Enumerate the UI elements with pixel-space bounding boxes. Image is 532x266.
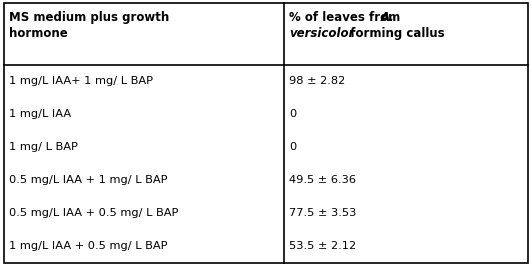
Text: 98 ± 2.82: 98 ± 2.82 [289,76,346,86]
Text: 1 mg/L IAA: 1 mg/L IAA [9,109,71,119]
Text: A.: A. [380,11,394,24]
Text: 0.5 mg/L IAA + 0.5 mg/ L BAP: 0.5 mg/L IAA + 0.5 mg/ L BAP [9,208,178,218]
Text: forming callus: forming callus [342,27,445,40]
Text: 0: 0 [289,142,297,152]
Text: 0: 0 [289,109,297,119]
Text: 1 mg/L IAA + 0.5 mg/ L BAP: 1 mg/L IAA + 0.5 mg/ L BAP [9,241,168,251]
Text: MS medium plus growth: MS medium plus growth [9,11,169,24]
Text: 1 mg/L IAA+ 1 mg/ L BAP: 1 mg/L IAA+ 1 mg/ L BAP [9,76,153,86]
Text: 1 mg/ L BAP: 1 mg/ L BAP [9,142,78,152]
Text: 77.5 ± 3.53: 77.5 ± 3.53 [289,208,357,218]
Text: hormone: hormone [9,27,68,40]
Text: 53.5 ± 2.12: 53.5 ± 2.12 [289,241,356,251]
Text: 49.5 ± 6.36: 49.5 ± 6.36 [289,175,356,185]
Text: versicolor: versicolor [289,27,355,40]
Text: 0.5 mg/L IAA + 1 mg/ L BAP: 0.5 mg/L IAA + 1 mg/ L BAP [9,175,168,185]
Text: % of leaves from: % of leaves from [289,11,405,24]
